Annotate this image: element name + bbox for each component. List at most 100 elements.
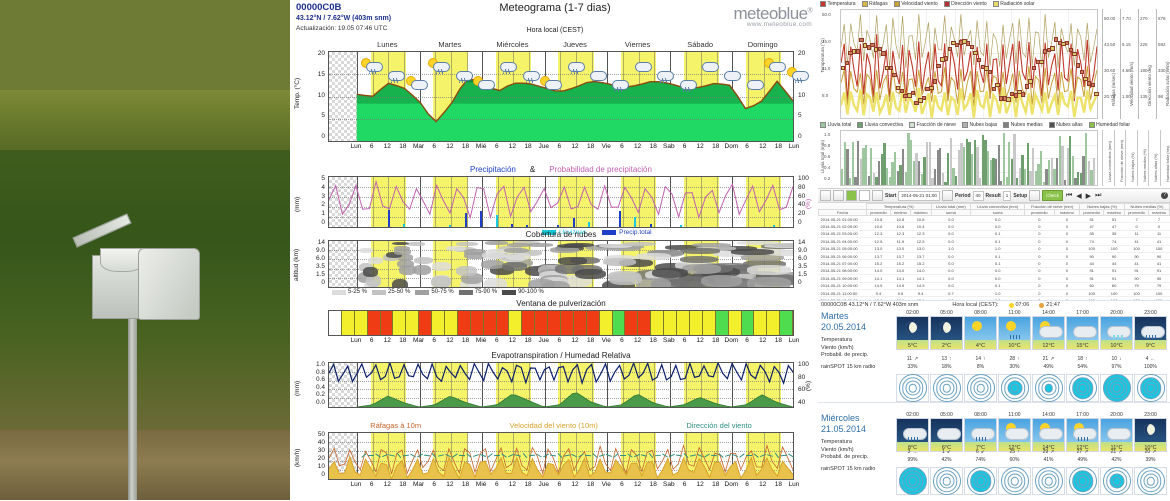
- clouds-title: Cobertura de nubes: [525, 230, 597, 239]
- weather-icon-sun-rain: 10°C: [998, 316, 1031, 350]
- wind-direction-icon: ↑: [949, 356, 952, 362]
- table-scroll-area[interactable]: Temperatura (%) Lluvia total (mm) Lluvia c…: [818, 203, 1170, 303]
- help-icon[interactable]: ?: [1161, 192, 1168, 199]
- grid-h: [329, 96, 793, 98]
- grid-day: [607, 433, 609, 479]
- table-cell: 12.3: [866, 230, 891, 239]
- cloud-blob: [461, 272, 484, 285]
- table-row[interactable]: 2014-05-21 05:00:00 13.0 13.0 13.0 1.0 1.0 0 0 1…: [818, 245, 1170, 253]
- nav-next-button[interactable]: ▶: [1085, 192, 1092, 200]
- table-row[interactable]: 2014-05-21 08:00:00 14.0 14.0 14.0 0.0 0.0 0 0 9…: [818, 267, 1170, 276]
- table-cell: 0: [1054, 259, 1080, 268]
- grid-6h: [716, 433, 718, 479]
- table-cell: 0: [1054, 245, 1080, 253]
- legend-item: Nubes bajas: [961, 122, 998, 128]
- forecast-hour-label: 20:00: [1110, 310, 1123, 316]
- moon-icon: [940, 322, 951, 333]
- nav-last-button[interactable]: ⏭: [1095, 191, 1102, 199]
- weather-icon-sun-cloud: 12°C: [1032, 316, 1065, 350]
- data-marker: [1024, 84, 1030, 89]
- hour-label: 12: [508, 143, 517, 150]
- cloud-ytick-right: 0: [798, 279, 802, 286]
- table-group-header: Lluvia convectiva (mm): [970, 203, 1026, 210]
- table-row[interactable]: 2014-05-21 04:00:00 12.5 11.9 12.5 0.0 0.1 0 0 7…: [818, 237, 1170, 246]
- forecast-hour-column: 02:00 8°C: [896, 412, 929, 452]
- calendar-icon[interactable]: [941, 190, 953, 201]
- grid-6h: [466, 177, 468, 227]
- grid-6h: [497, 363, 499, 407]
- forecast-hour-label: 08:00: [974, 412, 987, 418]
- precip-ytick: 4: [321, 183, 325, 191]
- table-row[interactable]: 2014-05-21 03:00:00 12.3 12.3 12.3 0.0 0.1 0 0 3…: [818, 230, 1170, 239]
- rainspot-ring: [1146, 476, 1155, 486]
- weather-icon: [406, 77, 428, 93]
- rainspot-ring: [1146, 383, 1155, 393]
- table-row[interactable]: 2014-05-21 07:00:00 15.2 15.2 15.2 0.0 0.1 0 0 4…: [818, 259, 1170, 268]
- table-row[interactable]: 2014-05-21 11:00:00 9.4 9.5 9.4 0.7 1.0 0 0 100 1…: [818, 289, 1170, 298]
- table-row[interactable]: 2014-05-21 10:00:00 14.9 14.9 14.9 0.0 0.1 0 0 6…: [818, 282, 1170, 290]
- check-button[interactable]: Check: [1042, 190, 1063, 201]
- table-row[interactable]: 2014-05-21 09:00:00 14.1 14.1 14.1 0.0 0.0 0 0 9…: [818, 274, 1170, 283]
- cloud-ytick: 1.5: [315, 271, 325, 278]
- grid-icon[interactable]: [872, 190, 883, 201]
- rain-icon: [908, 437, 919, 441]
- spray-segment: [612, 311, 626, 335]
- table-row[interactable]: 2014-05-21 01:00:00 10.8 10.8 10.8 0.0 0.0 0 0 5…: [818, 215, 1170, 224]
- wind-barb: [389, 454, 396, 457]
- wind-barb: [501, 453, 508, 458]
- legend-label: Nubes bajas: [969, 122, 998, 128]
- export-icon[interactable]: [846, 190, 857, 201]
- icon-ground: [1101, 442, 1132, 451]
- table-cell: 9.4: [910, 289, 932, 298]
- start-date-input[interactable]: 2014-05-21 01:00: [898, 190, 940, 201]
- hour-label: 18: [399, 337, 407, 344]
- rainspot-ring: [1078, 476, 1087, 486]
- hour-label: 6: [682, 481, 687, 488]
- table-row[interactable]: 2014-05-21 06:00:00 13.7 13.7 13.7 0.0 0.1 0 0 9…: [818, 252, 1170, 261]
- bar: [859, 158, 862, 185]
- bar: [872, 172, 876, 185]
- cloud-blob: [603, 257, 636, 266]
- precip-bars: [329, 177, 793, 227]
- table-row[interactable]: 2014-05-21 02:00:00 10.6 10.6 10.4 0.0 0.0 0 0 4…: [818, 222, 1170, 231]
- data-marker: [921, 95, 927, 101]
- cloud-blob: [431, 262, 452, 272]
- bar-icon[interactable]: [833, 190, 844, 201]
- wind-barb: [641, 454, 648, 457]
- cloud-icon: [702, 62, 719, 72]
- hour-label: 12: [383, 481, 391, 488]
- period-input[interactable]: 40: [972, 190, 984, 201]
- nav-first-button[interactable]: ⏮: [1065, 191, 1073, 199]
- weather-icon: [720, 68, 742, 84]
- table-cell: 100: [1148, 245, 1170, 253]
- forecast-hour-label: 23:00: [1144, 310, 1157, 316]
- table-cell: 91: [1148, 267, 1170, 276]
- table-cell: 14.1: [890, 274, 911, 283]
- bar: [947, 153, 950, 185]
- spray-segment: [625, 311, 639, 335]
- hour-label: 6: [557, 143, 562, 150]
- bar: [862, 147, 865, 185]
- chart-icon[interactable]: [820, 190, 831, 201]
- grid-6h: [560, 433, 562, 479]
- cloud-blob: [386, 251, 403, 259]
- text-icon[interactable]: [859, 190, 870, 201]
- setup-icon[interactable]: [1029, 190, 1041, 201]
- nav-prev-button[interactable]: ◀: [1076, 192, 1082, 200]
- result-input[interactable]: 1: [1002, 190, 1012, 201]
- rainspot-ring: [1068, 374, 1097, 402]
- grid-6h: [576, 363, 577, 407]
- table-cell: 47: [1079, 222, 1104, 231]
- cloud-blob: [773, 242, 793, 248]
- data-marker: [870, 43, 875, 48]
- cloud-ytick: 3.5: [315, 263, 325, 270]
- rain-icon: [391, 78, 400, 83]
- grid-6h: [576, 177, 577, 227]
- legend-item: 5-25 %: [332, 289, 367, 295]
- table-cell: 100: [1124, 245, 1149, 253]
- hour-label: 6: [682, 337, 687, 344]
- forecast-hour-column: 14:00 14°C: [1032, 412, 1065, 452]
- legend-label: Radiación solar: [1000, 1, 1035, 7]
- temperature-ytick: 15: [317, 70, 325, 78]
- grid-6h: [372, 433, 374, 479]
